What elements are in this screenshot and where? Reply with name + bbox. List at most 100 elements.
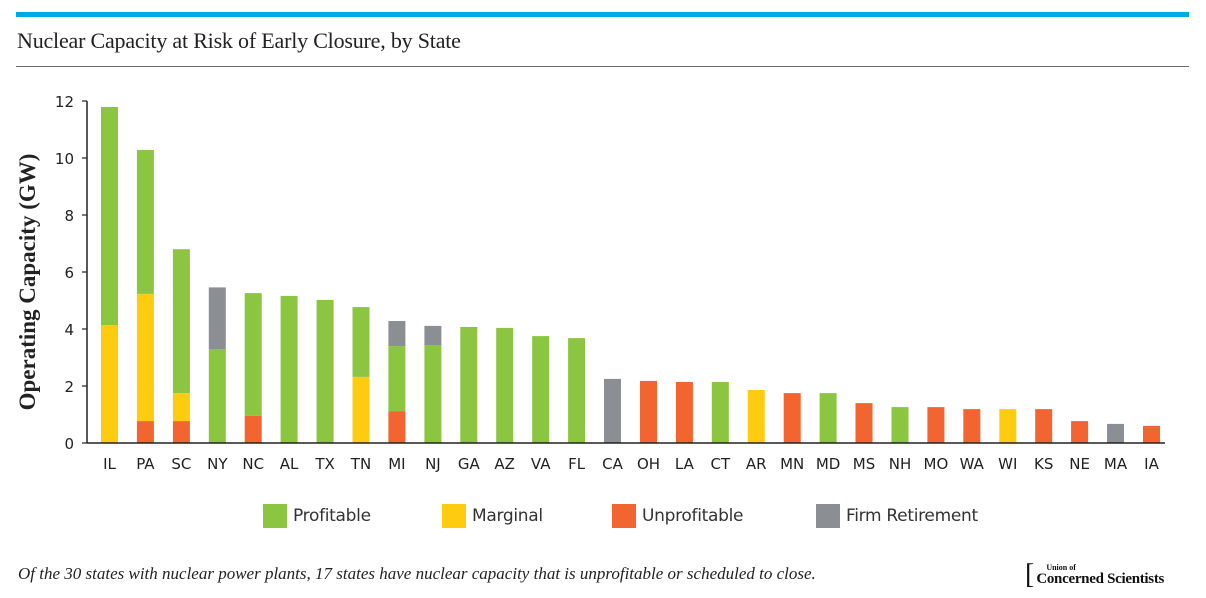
logo-small-text: Union of — [1046, 563, 1076, 572]
x-tick-label-ny: NY — [207, 455, 228, 473]
x-tick-label-nh: NH — [889, 455, 912, 473]
bar-segment-mi-firm-retirement — [388, 321, 406, 347]
x-tick-label-il: IL — [103, 455, 116, 473]
x-tick-label-ms: MS — [853, 455, 875, 473]
legend-label: Profitable — [293, 506, 371, 526]
bar-segment-tn-marginal — [352, 376, 370, 443]
x-tick-label-tx: TX — [314, 455, 334, 473]
x-tick-label-nj: NJ — [425, 455, 441, 473]
x-axis-labels: IL PA SC NY NC AL TX TN MI NJ GA AZ VA FL CA OH LA CT AR MN… — [103, 455, 1159, 473]
bar-segment-wi-marginal — [999, 409, 1017, 443]
x-tick-label-nc: NC — [242, 455, 264, 473]
bar-segment-nc-unprofitable — [244, 415, 262, 443]
bar-segment-ct-profitable — [711, 382, 729, 443]
x-tick-label-md: MD — [816, 455, 841, 473]
x-tick-label-mi: MI — [388, 455, 405, 473]
y-tick-label: 12 — [55, 93, 74, 111]
x-tick-label-mo: MO — [924, 455, 949, 473]
legend-item-profitable: Profitable — [263, 504, 371, 528]
bar-segment-mn-unprofitable — [783, 393, 801, 443]
bar-segment-ga-profitable — [460, 327, 478, 443]
chart-title: Nuclear Capacity at Risk of Early Closur… — [17, 28, 461, 53]
y-tick-label: 6 — [64, 264, 74, 282]
stacked-bar-chart: 0 2 4 6 8 10 12 IL PA SC NY NC AL TX TN MI NJ GA AZ VA FL CA… — [15, 93, 1165, 473]
bar-segment-mi-profitable — [388, 346, 406, 412]
bar-segment-pa-profitable — [136, 150, 154, 294]
x-tick-label-mn: MN — [780, 455, 804, 473]
bar-segment-va-profitable — [532, 336, 550, 443]
x-tick-label-az: AZ — [494, 455, 515, 473]
bar-segment-ne-unprofitable — [1071, 421, 1089, 443]
bar-segment-oh-unprofitable — [640, 380, 657, 443]
bar-segment-pa-marginal — [136, 293, 154, 421]
x-tick-label-fl: FL — [568, 455, 586, 473]
x-tick-label-sc: SC — [171, 455, 191, 473]
bar-segment-mi-unprofitable — [388, 411, 406, 443]
bar-segment-il-marginal — [101, 325, 118, 443]
bar-segment-ar-marginal — [747, 390, 765, 443]
x-tick-label-va: VA — [531, 455, 551, 473]
bar-segment-ks-unprofitable — [1035, 409, 1053, 443]
bar-segment-tn-profitable — [352, 307, 370, 377]
legend-item-firm-retirement: Firm Retirement — [816, 504, 978, 528]
legend-item-marginal: Marginal — [442, 504, 543, 528]
bar-segment-az-profitable — [496, 327, 514, 443]
bar-segment-ny-profitable — [208, 349, 226, 443]
legend-swatch-profitable — [263, 504, 287, 528]
bar-segment-ny-firm-retirement — [208, 287, 226, 349]
y-tick-label: 0 — [64, 435, 74, 453]
legend-label: Marginal — [472, 506, 543, 526]
bar-segment-ma-firm-retirement — [1107, 423, 1124, 443]
bar-segment-ms-unprofitable — [855, 403, 873, 443]
bar-segment-ca-firm-retirement — [604, 378, 621, 443]
bar-segment-la-unprofitable — [675, 382, 693, 443]
x-tick-label-ca: CA — [602, 455, 623, 473]
y-axis-ticks: 0 2 4 6 8 10 12 — [55, 93, 87, 453]
legend-swatch-unprofitable — [612, 504, 636, 528]
x-tick-label-ct: CT — [710, 455, 730, 473]
bar-segment-sc-marginal — [172, 393, 190, 421]
x-tick-label-ne: NE — [1069, 455, 1090, 473]
x-tick-label-ga: GA — [458, 455, 481, 473]
x-tick-label-oh: OH — [637, 455, 660, 473]
footnote: Of the 30 states with nuclear power plan… — [18, 564, 816, 583]
x-tick-label-ma: MA — [1104, 455, 1128, 473]
bar-segment-pa-unprofitable — [136, 421, 154, 443]
legend-swatch-marginal — [442, 504, 466, 528]
bar-segment-sc-unprofitable — [172, 421, 190, 443]
x-tick-label-ks: KS — [1034, 455, 1053, 473]
bar-segment-mo-unprofitable — [927, 407, 945, 443]
legend-swatch-firm-retirement — [816, 504, 840, 528]
x-tick-label-la: LA — [675, 455, 695, 473]
bar-segment-wa-unprofitable — [963, 409, 981, 443]
top-accent-bar — [16, 12, 1189, 17]
bar-segment-nh-profitable — [891, 407, 909, 443]
bar-segment-ia-unprofitable — [1143, 425, 1160, 443]
y-tick-label: 10 — [55, 150, 74, 168]
legend: Profitable Marginal Unprofitable Firm Re… — [0, 504, 1206, 530]
bar-segment-al-profitable — [280, 295, 298, 443]
logo-big-text: Concerned Scientists — [1036, 571, 1165, 587]
x-tick-label-wa: WA — [960, 455, 985, 473]
bar-segment-nj-firm-retirement — [424, 325, 442, 345]
title-divider — [16, 66, 1189, 67]
bar-segment-tx-profitable — [316, 299, 334, 443]
x-tick-label-al: AL — [280, 455, 299, 473]
x-tick-label-pa: PA — [136, 455, 155, 473]
y-axis-title: Operating Capacity (GW) — [15, 154, 40, 411]
bar-segment-nj-profitable — [424, 345, 442, 443]
y-tick-label: 8 — [64, 207, 74, 225]
x-tick-label-ia: IA — [1144, 455, 1159, 473]
bar-segment-md-profitable — [819, 393, 837, 443]
x-tick-label-ar: AR — [746, 455, 767, 473]
legend-item-unprofitable: Unprofitable — [612, 504, 744, 528]
legend-label: Firm Retirement — [846, 506, 978, 526]
x-tick-label-tn: TN — [350, 455, 371, 473]
ucs-logo: [ Union of Concerned Scientists — [1025, 559, 1165, 590]
logo-bracket-icon: [ — [1025, 559, 1035, 590]
y-tick-label: 2 — [64, 378, 74, 396]
bars-layer — [101, 107, 1160, 443]
bar-segment-il-profitable — [101, 107, 118, 325]
legend-label: Unprofitable — [642, 506, 744, 526]
x-tick-label-wi: WI — [998, 455, 1017, 473]
